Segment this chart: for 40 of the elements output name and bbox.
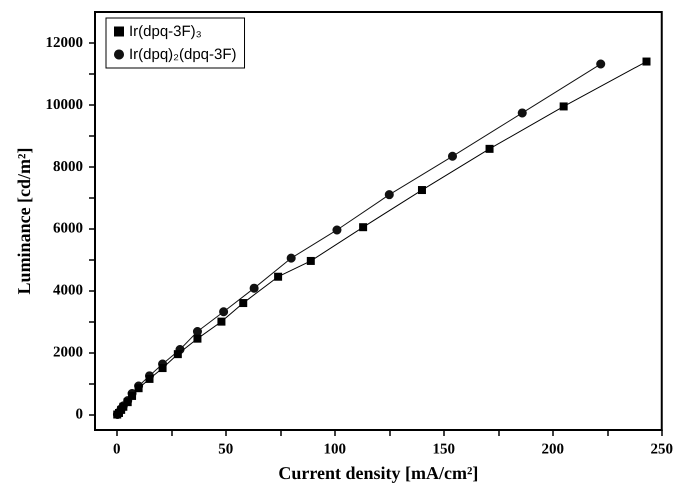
legend-label: Ir(dpq-3F)₃ xyxy=(129,23,202,40)
point xyxy=(448,152,457,161)
point xyxy=(174,350,182,358)
point xyxy=(332,225,342,234)
x-axis-title: Current density [mA/cm²] xyxy=(278,463,478,483)
point xyxy=(274,272,282,281)
x-tick-label: 200 xyxy=(542,442,564,458)
x-tick-label: 250 xyxy=(650,442,673,458)
y-tick-label: 2000 xyxy=(53,344,83,361)
y-axis-title: Luminance [cd/m²] xyxy=(14,148,34,294)
point xyxy=(359,223,368,232)
x-tick-label: 150 xyxy=(432,442,456,458)
point xyxy=(250,284,259,293)
y-tick-label: 0 xyxy=(76,406,83,423)
legend-label: Ir(dpq)₂(dpq-3F) xyxy=(129,46,237,63)
point xyxy=(560,102,568,110)
y-tick-label: 6000 xyxy=(53,220,83,237)
point xyxy=(486,144,494,153)
point xyxy=(145,374,154,383)
point xyxy=(134,384,143,392)
point xyxy=(158,364,167,372)
point xyxy=(384,190,394,200)
x-tick-label: 50 xyxy=(218,442,234,458)
point xyxy=(193,334,202,343)
point xyxy=(596,60,606,69)
y-tick-label: 12000 xyxy=(46,34,83,51)
y-tick-label: 10000 xyxy=(46,96,83,113)
point xyxy=(128,392,136,400)
y-tick-label: 8000 xyxy=(53,158,83,175)
point xyxy=(286,254,296,263)
point xyxy=(518,108,527,118)
point xyxy=(239,299,248,308)
y-tick-label: 4000 xyxy=(53,282,83,299)
point xyxy=(219,307,228,316)
point xyxy=(642,58,650,66)
point xyxy=(306,256,315,265)
x-tick-label: 0 xyxy=(113,442,121,458)
x-tick-label: 100 xyxy=(324,442,346,458)
point xyxy=(217,318,226,326)
point xyxy=(418,186,426,194)
